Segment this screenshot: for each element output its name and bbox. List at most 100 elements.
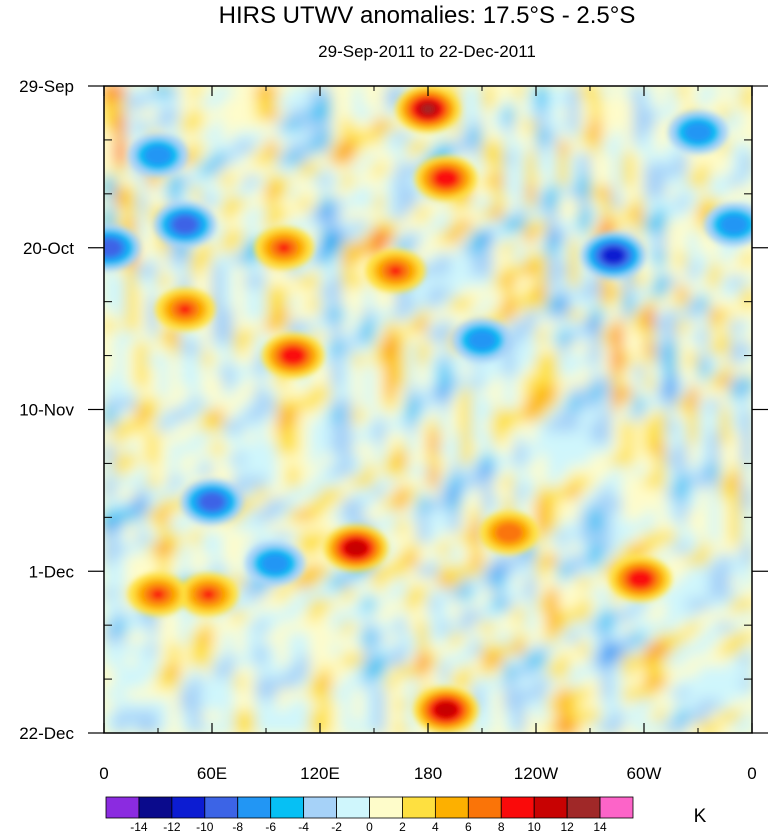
heatmap-cell [644,130,656,143]
heatmap-cell [460,521,472,533]
heatmap-cell [514,297,526,310]
heatmap-cell [190,342,202,355]
heatmap-cell [374,454,386,466]
heatmap-cell [482,242,494,254]
heatmap-cell [568,699,580,712]
heatmap-cell [676,454,688,466]
heatmap-cell [698,186,710,199]
heatmap-cell [514,376,526,388]
heatmap-cell [341,576,353,589]
heatmap-cell [233,543,245,556]
heatmap-cell [384,297,397,310]
heatmap-cell [546,342,559,355]
heatmap-cell [104,654,116,667]
heatmap-cell [147,509,159,522]
heatmap-cell [201,398,213,411]
heatmap-cell [644,721,656,733]
heatmap-cell [568,286,580,299]
heatmap-cell [654,409,667,422]
heatmap-cell [330,521,343,533]
heatmap-cell [395,186,407,199]
heatmap-cell [665,576,677,589]
heatmap-cell [363,666,375,678]
heatmap-cell [147,219,159,232]
heatmap-cell [104,465,116,478]
heatmap-cell [633,309,645,321]
heatmap-cell [536,342,548,355]
heatmap-cell [741,130,752,143]
heatmap-cell [482,677,494,689]
heatmap-cell [417,643,429,656]
heatmap-cell [514,264,526,277]
heatmap-cell [298,576,310,589]
heatmap-cell [320,186,332,199]
heatmap-cell [482,699,494,712]
heatmap-cell [546,275,559,288]
heatmap-cell [492,420,505,433]
heatmap-cell [201,175,213,187]
heatmap-cell [698,710,710,723]
heatmap-cell [320,130,332,143]
heatmap-cell [492,242,505,254]
heatmap-cell [482,643,494,656]
heatmap-cell [363,309,375,321]
heatmap-cell [374,431,386,444]
heatmap-cell [330,409,343,422]
heatmap-cell [374,465,386,478]
heatmap-cell [676,387,688,399]
heatmap-cell [384,465,397,478]
heatmap-cell [708,599,721,611]
heatmap-cell [525,699,537,712]
heatmap-cell [536,643,548,656]
heatmap-cell [590,141,602,154]
heatmap-cell [320,97,332,109]
heatmap-cell [341,599,353,611]
heatmap-cell [514,442,526,455]
heatmap-cell [352,442,364,455]
heatmap-cell [190,275,202,288]
heatmap-cell [471,465,483,478]
heatmap-cell [104,688,116,701]
heatmap-cell [590,677,602,689]
heatmap-cell [136,554,148,567]
heatmap-cell [687,331,699,344]
y-tick-label: 20-Oct [23,239,74,258]
heatmap-cell [179,610,191,623]
heatmap-cell [719,699,731,712]
heatmap-cell [406,454,418,466]
heatmap-cell [719,621,731,634]
heatmap-cell [698,275,710,288]
heatmap-cell [244,164,256,176]
heatmap-cell [557,197,569,210]
heatmap-cell [503,465,515,478]
heatmap-cell [525,175,537,187]
heatmap-cell [482,253,494,266]
heatmap-cell [633,130,645,143]
heatmap-cell [212,97,224,109]
heatmap-cell [460,420,472,433]
heatmap-cell [557,331,569,344]
heatmap-cell [546,297,559,310]
heatmap-cell [536,398,548,411]
heatmap-cell [546,108,559,121]
heatmap-cell [233,721,245,733]
heatmap-cell [276,297,289,310]
heatmap-cell [492,231,505,243]
heatmap-cell [741,320,752,333]
heatmap-cell [719,532,731,544]
heatmap-cell [276,442,289,455]
heatmap-cell [557,364,569,377]
heatmap-cell [460,409,472,422]
heatmap-cell [276,721,289,733]
heatmap-cell [320,342,332,355]
heatmap-cell [579,431,591,444]
heatmap-cell [654,208,667,221]
colorbar-label: -14 [130,820,148,834]
heatmap-cell [298,699,310,712]
heatmap-cell [201,331,213,344]
heatmap-cell [665,688,677,701]
heatmap-cell [233,632,245,645]
heatmap-cell [514,253,526,266]
heatmap-cell [633,219,645,232]
heatmap-cell [600,364,613,377]
